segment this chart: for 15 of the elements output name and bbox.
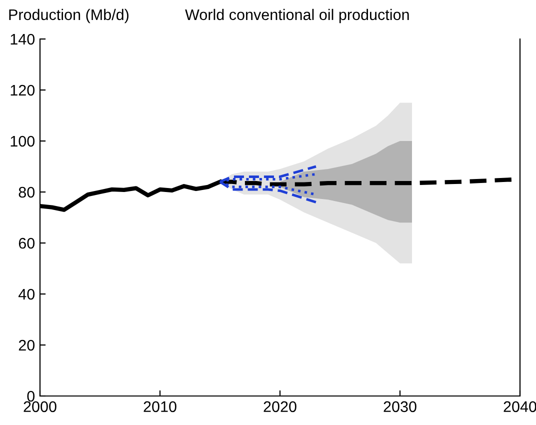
- y-tick-label: 80: [18, 186, 35, 198]
- chart-title: World conventional oil production: [185, 8, 409, 24]
- y-tick-label: 60: [18, 238, 35, 249]
- y-tick-label: 100: [10, 136, 35, 147]
- y-tick-label: 140: [10, 34, 35, 45]
- x-tick-label: 2000: [24, 401, 56, 412]
- x-tick-label: 2020: [264, 401, 296, 412]
- y-tick-label: 120: [10, 84, 35, 96]
- x-tick-label: 2010: [144, 401, 176, 412]
- x-tick-label: 2030: [384, 401, 416, 412]
- y-tick-label: 0: [27, 390, 35, 402]
- y-tick-label: 40: [18, 288, 35, 300]
- y-axis-title: Production (Mb/d): [9, 8, 128, 24]
- y-tick-label: 20: [18, 340, 35, 351]
- x-tick-label: 2040: [504, 401, 536, 412]
